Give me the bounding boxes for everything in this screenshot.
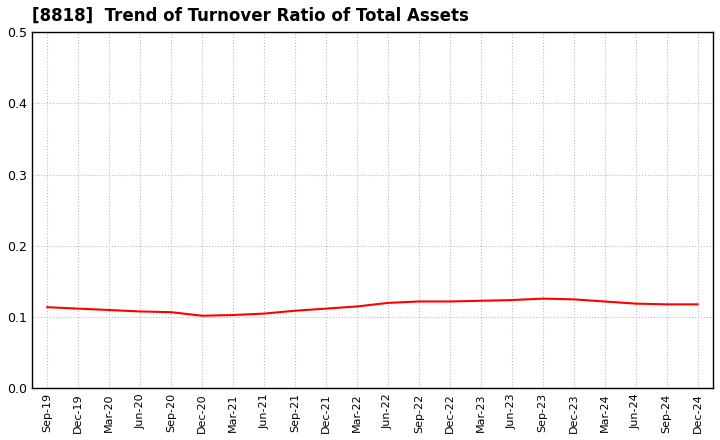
Text: [8818]  Trend of Turnover Ratio of Total Assets: [8818] Trend of Turnover Ratio of Total … <box>32 7 469 25</box>
